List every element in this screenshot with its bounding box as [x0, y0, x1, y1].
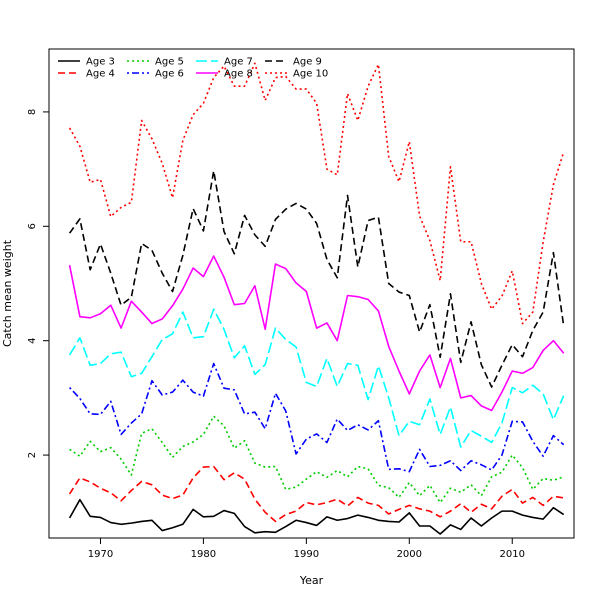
y-tick-label: 6: [27, 223, 38, 229]
series-line-age-6: [69, 362, 565, 473]
legend-label: Age 3: [86, 57, 115, 68]
series-line-age-8: [68, 255, 565, 412]
x-tick-label: 1970: [88, 549, 113, 560]
series-layer: [68, 62, 565, 535]
legend-label: Age 9: [293, 57, 322, 68]
y-tick-label: 4: [27, 337, 38, 343]
y-tick-label: 8: [27, 109, 38, 115]
x-axis-label: Year: [299, 574, 324, 587]
series-line-age-3: [68, 498, 565, 535]
x-tick-label: 2010: [500, 549, 525, 560]
legend-label: Age 5: [155, 57, 184, 68]
axes: 1970 1980 1990 2000 2010 2 4 6 8: [27, 109, 525, 560]
x-tick-label: 1980: [191, 549, 216, 560]
x-tick-label: 2000: [397, 549, 422, 560]
legend-label: Age 6: [155, 69, 184, 80]
series-line-age-9: [68, 170, 565, 388]
y-axis-label: Catch mean weight: [1, 239, 14, 347]
y-tick-label: 2: [27, 452, 38, 458]
series-line-age-4: [68, 465, 564, 523]
legend-label: Age 10: [293, 69, 328, 80]
series-line-age-7: [68, 308, 565, 448]
x-tick-label: 1990: [294, 549, 319, 560]
legend-label: Age 7: [224, 57, 253, 68]
legend-label: Age 8: [224, 69, 253, 80]
legend-label: Age 4: [86, 69, 115, 80]
series-line-age-10: [68, 62, 565, 325]
plot-frame: [48, 48, 575, 539]
